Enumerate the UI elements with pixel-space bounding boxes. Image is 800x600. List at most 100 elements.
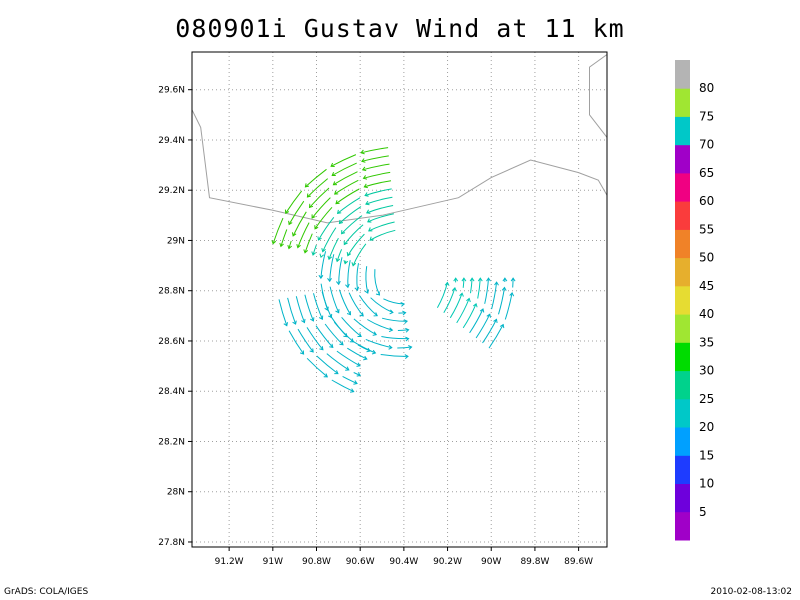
wind-streak: [280, 229, 288, 247]
wind-arrowhead: [299, 350, 305, 355]
wind-arrowhead: [291, 232, 297, 237]
wind-arrowhead: [459, 292, 464, 297]
colorbar-label: 50: [699, 251, 714, 265]
wind-streak: [288, 200, 305, 225]
wind-arrowhead: [486, 277, 491, 282]
wind-streak: [333, 171, 358, 186]
wind-arrowhead: [346, 252, 352, 257]
wind-streak: [370, 297, 394, 313]
wind-arrowhead: [510, 277, 516, 282]
wind-arrowhead: [336, 280, 341, 286]
colorbar-label: 65: [699, 166, 714, 180]
wind-streak: [278, 299, 288, 326]
colorbar-label: 80: [699, 81, 714, 95]
wind-arrowhead: [341, 230, 346, 235]
wind-arrowhead: [304, 183, 310, 188]
wind-arrowhead: [309, 348, 314, 353]
wind-arrowhead: [311, 251, 317, 256]
x-tick-label: 91W: [263, 557, 283, 567]
wind-arrowhead: [368, 227, 373, 232]
footer-credit: GrADS: COLA/IGES: [4, 587, 89, 597]
colorbar-swatch: [675, 427, 690, 456]
colorbar-swatch: [675, 398, 690, 428]
colorbar-swatch: [675, 88, 690, 117]
wind-streak: [456, 298, 470, 324]
wind-arrowhead: [389, 309, 394, 315]
colorbar-swatch: [675, 314, 690, 343]
wind-streak: [358, 295, 378, 317]
wind-streak: [362, 163, 390, 171]
x-tick-label: 90W: [481, 557, 501, 567]
wind-streak: [306, 327, 324, 351]
wind-arrowhead: [310, 317, 315, 322]
wind-streak: [341, 215, 363, 235]
wind-streak: [491, 282, 498, 310]
chart-title: 080901i Gustav Wind at 11 km: [175, 14, 625, 43]
colorbar-label: 20: [699, 420, 714, 434]
wind-streak: [374, 269, 380, 296]
colorbar-swatch: [675, 60, 690, 89]
colorbar-label: 25: [699, 392, 714, 406]
wind-streak: [367, 319, 393, 331]
wind-streak: [321, 291, 332, 318]
wind-arrowhead: [311, 214, 316, 219]
wind-streak: [330, 154, 357, 167]
wind-streak: [331, 379, 354, 393]
x-tick-label: 90.4W: [389, 557, 418, 567]
wind-streak: [347, 347, 368, 360]
colorbar-swatch: [675, 285, 690, 315]
colorbar-label: 15: [699, 448, 714, 462]
wind-streak: [381, 336, 409, 340]
wind-streak: [343, 224, 364, 245]
wind-streak: [443, 287, 456, 314]
wind-streak: [285, 190, 303, 214]
wind-streak: [307, 178, 329, 198]
wind-streak: [306, 357, 328, 378]
wind-arrowhead: [404, 354, 409, 359]
y-tick-label: 29.4N: [158, 136, 185, 146]
wind-streak: [329, 286, 340, 313]
wind-arrowhead: [375, 291, 381, 296]
plot-background: [192, 52, 607, 547]
colorbar-swatch: [675, 116, 690, 146]
wind-arrowhead: [317, 236, 322, 241]
wind-arrowhead: [351, 262, 357, 267]
wind-streak: [357, 344, 371, 352]
wind-streak: [339, 206, 362, 224]
wind-streak: [504, 292, 513, 320]
wind-streak: [272, 217, 284, 244]
wind-arrowhead: [279, 242, 284, 248]
wind-streak: [368, 221, 395, 232]
y-tick-label: 28.4N: [158, 387, 185, 397]
wind-streak: [309, 187, 330, 208]
wind-arrowhead: [287, 244, 293, 250]
wind-arrowhead: [350, 388, 355, 393]
wind-arrowhead: [329, 343, 334, 349]
wind-arrowhead: [330, 162, 335, 167]
wind-streak: [320, 251, 327, 279]
footer-timestamp: 2010-02-08-13:02: [710, 587, 793, 597]
wind-arrowhead: [509, 292, 515, 297]
wind-arrowhead: [319, 253, 325, 258]
colorbar-swatch: [675, 455, 690, 484]
wind-arrowhead: [335, 200, 340, 205]
wind-arrowhead: [364, 192, 369, 197]
x-axis-ticks: 91.2W 91W 90.8W 90.6W 90.4W 90.2W 90W 89.8W 89.6…: [215, 547, 593, 567]
y-axis-ticks: 27.8N 28N 28.2N 28.4N 28.6N 28.8N 29N 29.2N 29.4…: [158, 86, 192, 548]
y-tick-label: 28.2N: [158, 437, 185, 447]
x-tick-label: 90.2W: [433, 557, 462, 567]
wind-arrowhead: [318, 315, 324, 320]
wind-arrowhead: [327, 313, 333, 319]
colorbar-swatch: [675, 511, 690, 541]
wind-arrowhead: [402, 310, 407, 316]
wind-arrowhead: [336, 209, 342, 215]
wind-streak: [365, 196, 393, 205]
wind-arrowhead: [301, 318, 306, 324]
colorbar-label: 40: [699, 307, 714, 321]
wind-arrowhead: [502, 277, 508, 282]
wind-streak: [311, 197, 331, 219]
wind-arrowhead: [472, 302, 478, 308]
wind-arrowhead: [331, 172, 336, 176]
wind-streak: [333, 321, 354, 343]
